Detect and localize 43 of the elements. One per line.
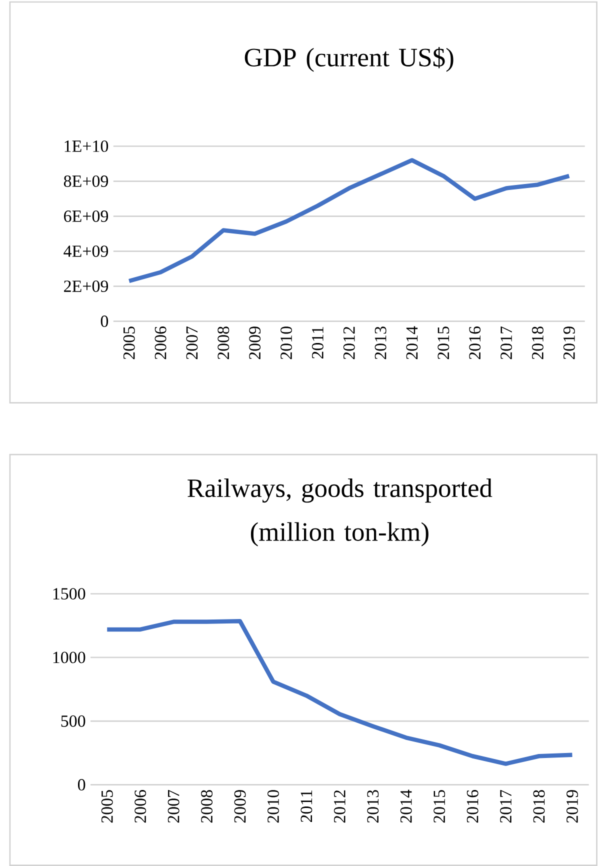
x-tick-label: 2016 [466,790,478,823]
x-tick-label: 2014 [400,790,412,823]
x-tick-label: 2018 [533,790,545,823]
x-tick-label: 2018 [532,326,544,360]
x-tick-label: 2008 [200,790,212,823]
x-tick-label: 2005 [123,326,135,360]
x-tick-label: 2012 [334,790,346,823]
x-tick-label: 2017 [500,790,512,823]
x-tick-label: 2013 [367,790,379,823]
x-tick-label: 2019 [563,326,575,360]
x-tick-label: 2011 [312,326,324,359]
x-tick-label: 2015 [438,326,450,360]
x-tick-label: 2016 [469,326,480,360]
y-tick-label: 4E+09 [64,246,108,257]
x-tick-label: 2006 [134,790,146,823]
x-tick-label: 2017 [500,326,512,360]
y-tick-label: 1E+10 [64,140,108,152]
y-tick-label: 8E+09 [64,175,108,187]
x-tick-label: 2007 [186,326,198,360]
chart-title: Railways, goods transported (million ton-km) [187,478,492,546]
x-tick-label: 2011 [300,790,312,822]
x-tick-label: 2008 [218,326,230,360]
x-tick-label: 2005 [101,790,113,823]
x-tick-label: 2015 [434,790,445,823]
x-tick-label: 2007 [168,790,180,823]
x-tick-label: 2014 [406,326,418,360]
y-tick-label: 1500 [53,588,86,600]
x-tick-label: 2009 [249,326,260,360]
x-tick-label: 2019 [566,790,578,823]
y-tick-label: 6E+09 [64,210,108,222]
chart-title: GDP (current US$) [244,47,454,72]
y-tick-label: 2E+09 [64,280,108,292]
x-tick-label: 2010 [280,326,292,360]
x-tick-label: 2013 [374,326,386,360]
line-series [126,158,572,284]
x-tick-label: 2010 [267,790,279,823]
y-tick-label: 1000 [53,652,86,664]
y-tick-label: 500 [61,715,86,727]
x-tick-label: 2012 [343,326,355,360]
x-tick-label: 2006 [154,326,166,360]
x-tick-label: 2009 [234,790,246,823]
y-tick-label: 0 [78,779,86,790]
y-tick-label: 0 [100,316,108,327]
